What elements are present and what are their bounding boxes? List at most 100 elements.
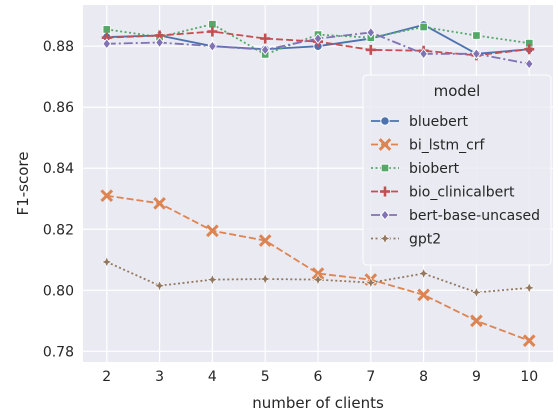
data-point: [417, 267, 430, 280]
legend-marker: [380, 163, 390, 173]
data-point: [523, 282, 535, 294]
data-point-shape: [419, 48, 429, 60]
data-point-shape: [312, 273, 324, 286]
legend-entry: bio_clinicalbert: [371, 185, 515, 201]
legend-label: bert-base-uncased: [409, 208, 540, 224]
legend-entry: bi_lstm_crf: [371, 138, 486, 154]
data-point: [101, 256, 113, 268]
legend-label: bio_clinicalbert: [409, 185, 515, 201]
legend-marker: [379, 232, 391, 245]
data-point-shape: [206, 273, 219, 286]
y-tick-label: 0.88: [43, 39, 74, 55]
series-bert-base-uncased: [102, 26, 534, 70]
data-point-shape: [472, 31, 481, 40]
tick-labels: 0.78 0.80 0.82 0.84 0.86 0.88 2 3 4 5 6 7 8 9 10: [43, 39, 538, 385]
data-point-stroke: [470, 314, 483, 328]
legend-box: [362, 74, 552, 266]
y-tick-label: 0.82: [43, 222, 74, 238]
y-tick-label: 0.84: [43, 161, 74, 177]
y-tick-label: 0.86: [43, 100, 74, 116]
data-point: [365, 44, 376, 55]
data-point-shape: [419, 22, 428, 32]
y-tick-label: 0.80: [43, 283, 74, 299]
legend-entry: bert-base-uncased: [371, 208, 540, 224]
x-tick-label: 3: [155, 369, 164, 385]
data-point-shape: [524, 58, 534, 70]
data-point-shape: [365, 276, 377, 289]
data-point: [313, 33, 323, 45]
data-point: [472, 31, 481, 40]
x-tick-label: 2: [102, 369, 111, 385]
x-tick-label: 9: [472, 369, 481, 385]
data-point: [207, 40, 217, 52]
data-point-shape: [259, 273, 271, 285]
legend-marker-shape: [380, 209, 390, 221]
x-tick-label: 5: [261, 369, 270, 385]
legend-entry: gpt2: [371, 232, 441, 248]
data-point-shape: [155, 37, 164, 49]
x-tick-label: 10: [520, 369, 538, 385]
legend-entry: bluebert: [371, 114, 469, 130]
data-point: [417, 288, 430, 302]
data-point: [153, 197, 166, 210]
data-point: [312, 273, 324, 286]
data-point-shape: [472, 48, 481, 60]
data-point-shape: [470, 286, 483, 299]
data-point-stroke: [258, 234, 272, 247]
data-point: [102, 38, 112, 50]
y-tick-label: 0.78: [43, 344, 74, 360]
data-point-shape: [102, 25, 112, 34]
x-tick-label: 4: [208, 369, 217, 385]
data-point-stroke: [153, 197, 166, 210]
data-point: [419, 22, 428, 32]
data-point: [524, 44, 535, 55]
legend-entry: biobert: [371, 161, 460, 177]
data-point-stroke: [100, 189, 114, 203]
data-point-shape: [313, 33, 323, 45]
data-point-shape: [523, 282, 535, 294]
legend-marker-shape: [379, 232, 391, 245]
data-point-shape: [153, 279, 166, 292]
data-point: [153, 279, 166, 292]
series-line: [106, 194, 530, 342]
data-point: [207, 26, 218, 37]
data-point: [419, 48, 429, 60]
legend-marker-shape: [380, 163, 390, 173]
series-bi_lstm_crf: [100, 189, 536, 347]
data-point-shape: [366, 26, 376, 38]
data-point: [470, 314, 483, 328]
data-point: [260, 33, 271, 44]
data-point: [472, 48, 481, 60]
data-point: [522, 334, 536, 347]
data-point-shape: [101, 256, 113, 268]
data-point: [365, 276, 377, 289]
data-point: [206, 224, 219, 238]
data-point-stroke: [522, 334, 536, 347]
data-point: [206, 273, 219, 286]
legend-marker-shape: [380, 116, 390, 126]
series-gpt2: [101, 256, 535, 299]
data-point-stroke: [206, 224, 219, 238]
legend-label: biobert: [409, 161, 460, 177]
x-tick-label: 6: [314, 369, 323, 385]
data-point: [366, 26, 376, 38]
data-point-shape: [102, 38, 112, 50]
legend-marker-stroke: [378, 138, 392, 151]
data-point: [102, 25, 112, 34]
data-point-shape: [207, 40, 217, 52]
data-point-stroke: [311, 267, 325, 280]
data-point: [100, 189, 114, 203]
data-point: [260, 44, 270, 56]
data-point: [258, 234, 272, 247]
x-axis-label: number of clients: [252, 394, 384, 412]
data-point-shape: [260, 44, 270, 56]
legend-marker: [380, 116, 390, 126]
data-point: [524, 58, 534, 70]
x-tick-label: 7: [366, 369, 375, 385]
legend-marker: [380, 209, 390, 221]
data-point: [311, 267, 325, 280]
x-tick-label: 8: [419, 369, 428, 385]
legend-marker: [378, 138, 392, 151]
